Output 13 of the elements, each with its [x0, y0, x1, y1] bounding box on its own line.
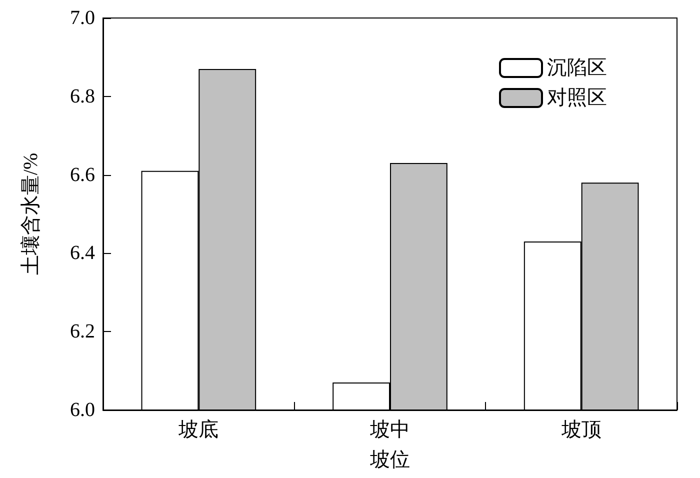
legend-label: 沉陷区	[547, 57, 607, 79]
x-tick-label: 坡中	[369, 419, 410, 441]
y-tick-label: 6.8	[70, 85, 95, 108]
y-tick-label: 6.2	[70, 320, 95, 343]
y-tick-label: 6.4	[70, 242, 95, 264]
y-tick-label: 6.6	[70, 164, 95, 186]
legend-label: 对照区	[547, 87, 607, 109]
y-axis-title: 土壤含水量/%	[20, 152, 42, 276]
x-tick-label: 坡顶	[560, 419, 602, 441]
x-tick-label: 坡底	[178, 419, 219, 441]
x-axis-title: 坡位	[369, 449, 410, 471]
y-tick-label: 6.0	[70, 399, 95, 421]
y-tick-label: 7.0	[70, 7, 95, 29]
